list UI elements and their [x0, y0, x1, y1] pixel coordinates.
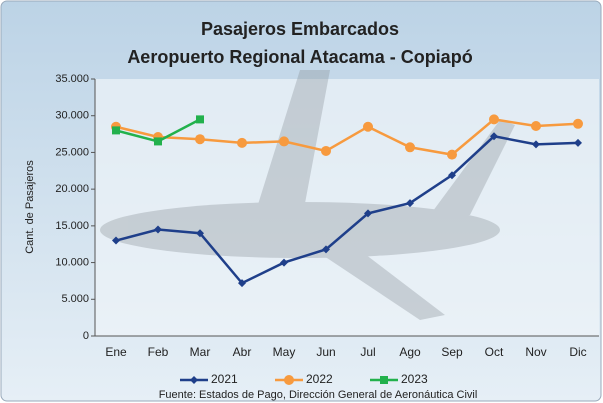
point: [196, 229, 204, 238]
legend-label: 2021: [211, 372, 238, 386]
series-line: [115, 134, 579, 285]
y-tick-label: 10.000: [55, 256, 89, 268]
point: [364, 209, 372, 218]
series-line: [115, 118, 579, 156]
point: [405, 142, 415, 153]
y-tick-label: 15.000: [55, 220, 89, 232]
y-tick-label: 25.000: [55, 146, 89, 158]
x-tick-label: Jun: [316, 345, 335, 359]
y-tick-label: 5.000: [61, 293, 89, 305]
point: [237, 137, 247, 148]
legend-label: 2022: [306, 372, 333, 386]
point: [279, 136, 289, 147]
point: [238, 279, 246, 288]
x-tick-label: Abr: [233, 345, 252, 359]
point: [447, 149, 457, 160]
point: [321, 145, 331, 156]
x-tick-label: Nov: [525, 345, 546, 359]
chart-title: Pasajeros Embarcados: [201, 19, 399, 39]
point: [284, 375, 294, 385]
airplane-image: [100, 70, 515, 320]
point: [154, 137, 162, 146]
x-tick-label: Oct: [485, 345, 504, 359]
point: [112, 126, 120, 135]
point: [448, 171, 456, 180]
point: [190, 376, 198, 384]
point: [380, 376, 388, 384]
y-tick-label: 20.000: [55, 183, 89, 195]
y-tick-label: 35.000: [55, 73, 89, 85]
x-tick-label: Jul: [360, 345, 375, 359]
point: [195, 134, 205, 145]
point: [490, 132, 498, 141]
point: [489, 114, 499, 125]
point: [196, 115, 204, 124]
point: [531, 120, 541, 131]
legend-label: 2023: [401, 372, 428, 386]
y-tick-label: 0: [83, 330, 89, 342]
point: [573, 118, 583, 129]
source: Fuente: Estados de Pago, Dirección Gener…: [159, 389, 478, 401]
point: [322, 245, 330, 254]
x-tick-label: Mar: [190, 345, 211, 359]
point: [574, 138, 582, 147]
point: [406, 199, 414, 208]
x-tick-label: Ene: [105, 345, 127, 359]
x-tick-label: May: [273, 345, 296, 359]
x-tick-label: Dic: [569, 345, 586, 359]
x-tick-label: Ago: [399, 345, 421, 359]
point: [280, 258, 288, 267]
x-tick-label: Feb: [148, 345, 169, 359]
point: [363, 121, 373, 132]
y-axis-label: Cant. de Pasajeros: [24, 160, 36, 254]
y-tick-label: 30.000: [55, 110, 89, 122]
point: [532, 140, 540, 149]
point: [154, 225, 162, 234]
x-tick-label: Sep: [441, 345, 463, 359]
chart-subtitle: Aeropuerto Regional Atacama - Copiapó: [127, 47, 472, 67]
point: [112, 236, 120, 245]
